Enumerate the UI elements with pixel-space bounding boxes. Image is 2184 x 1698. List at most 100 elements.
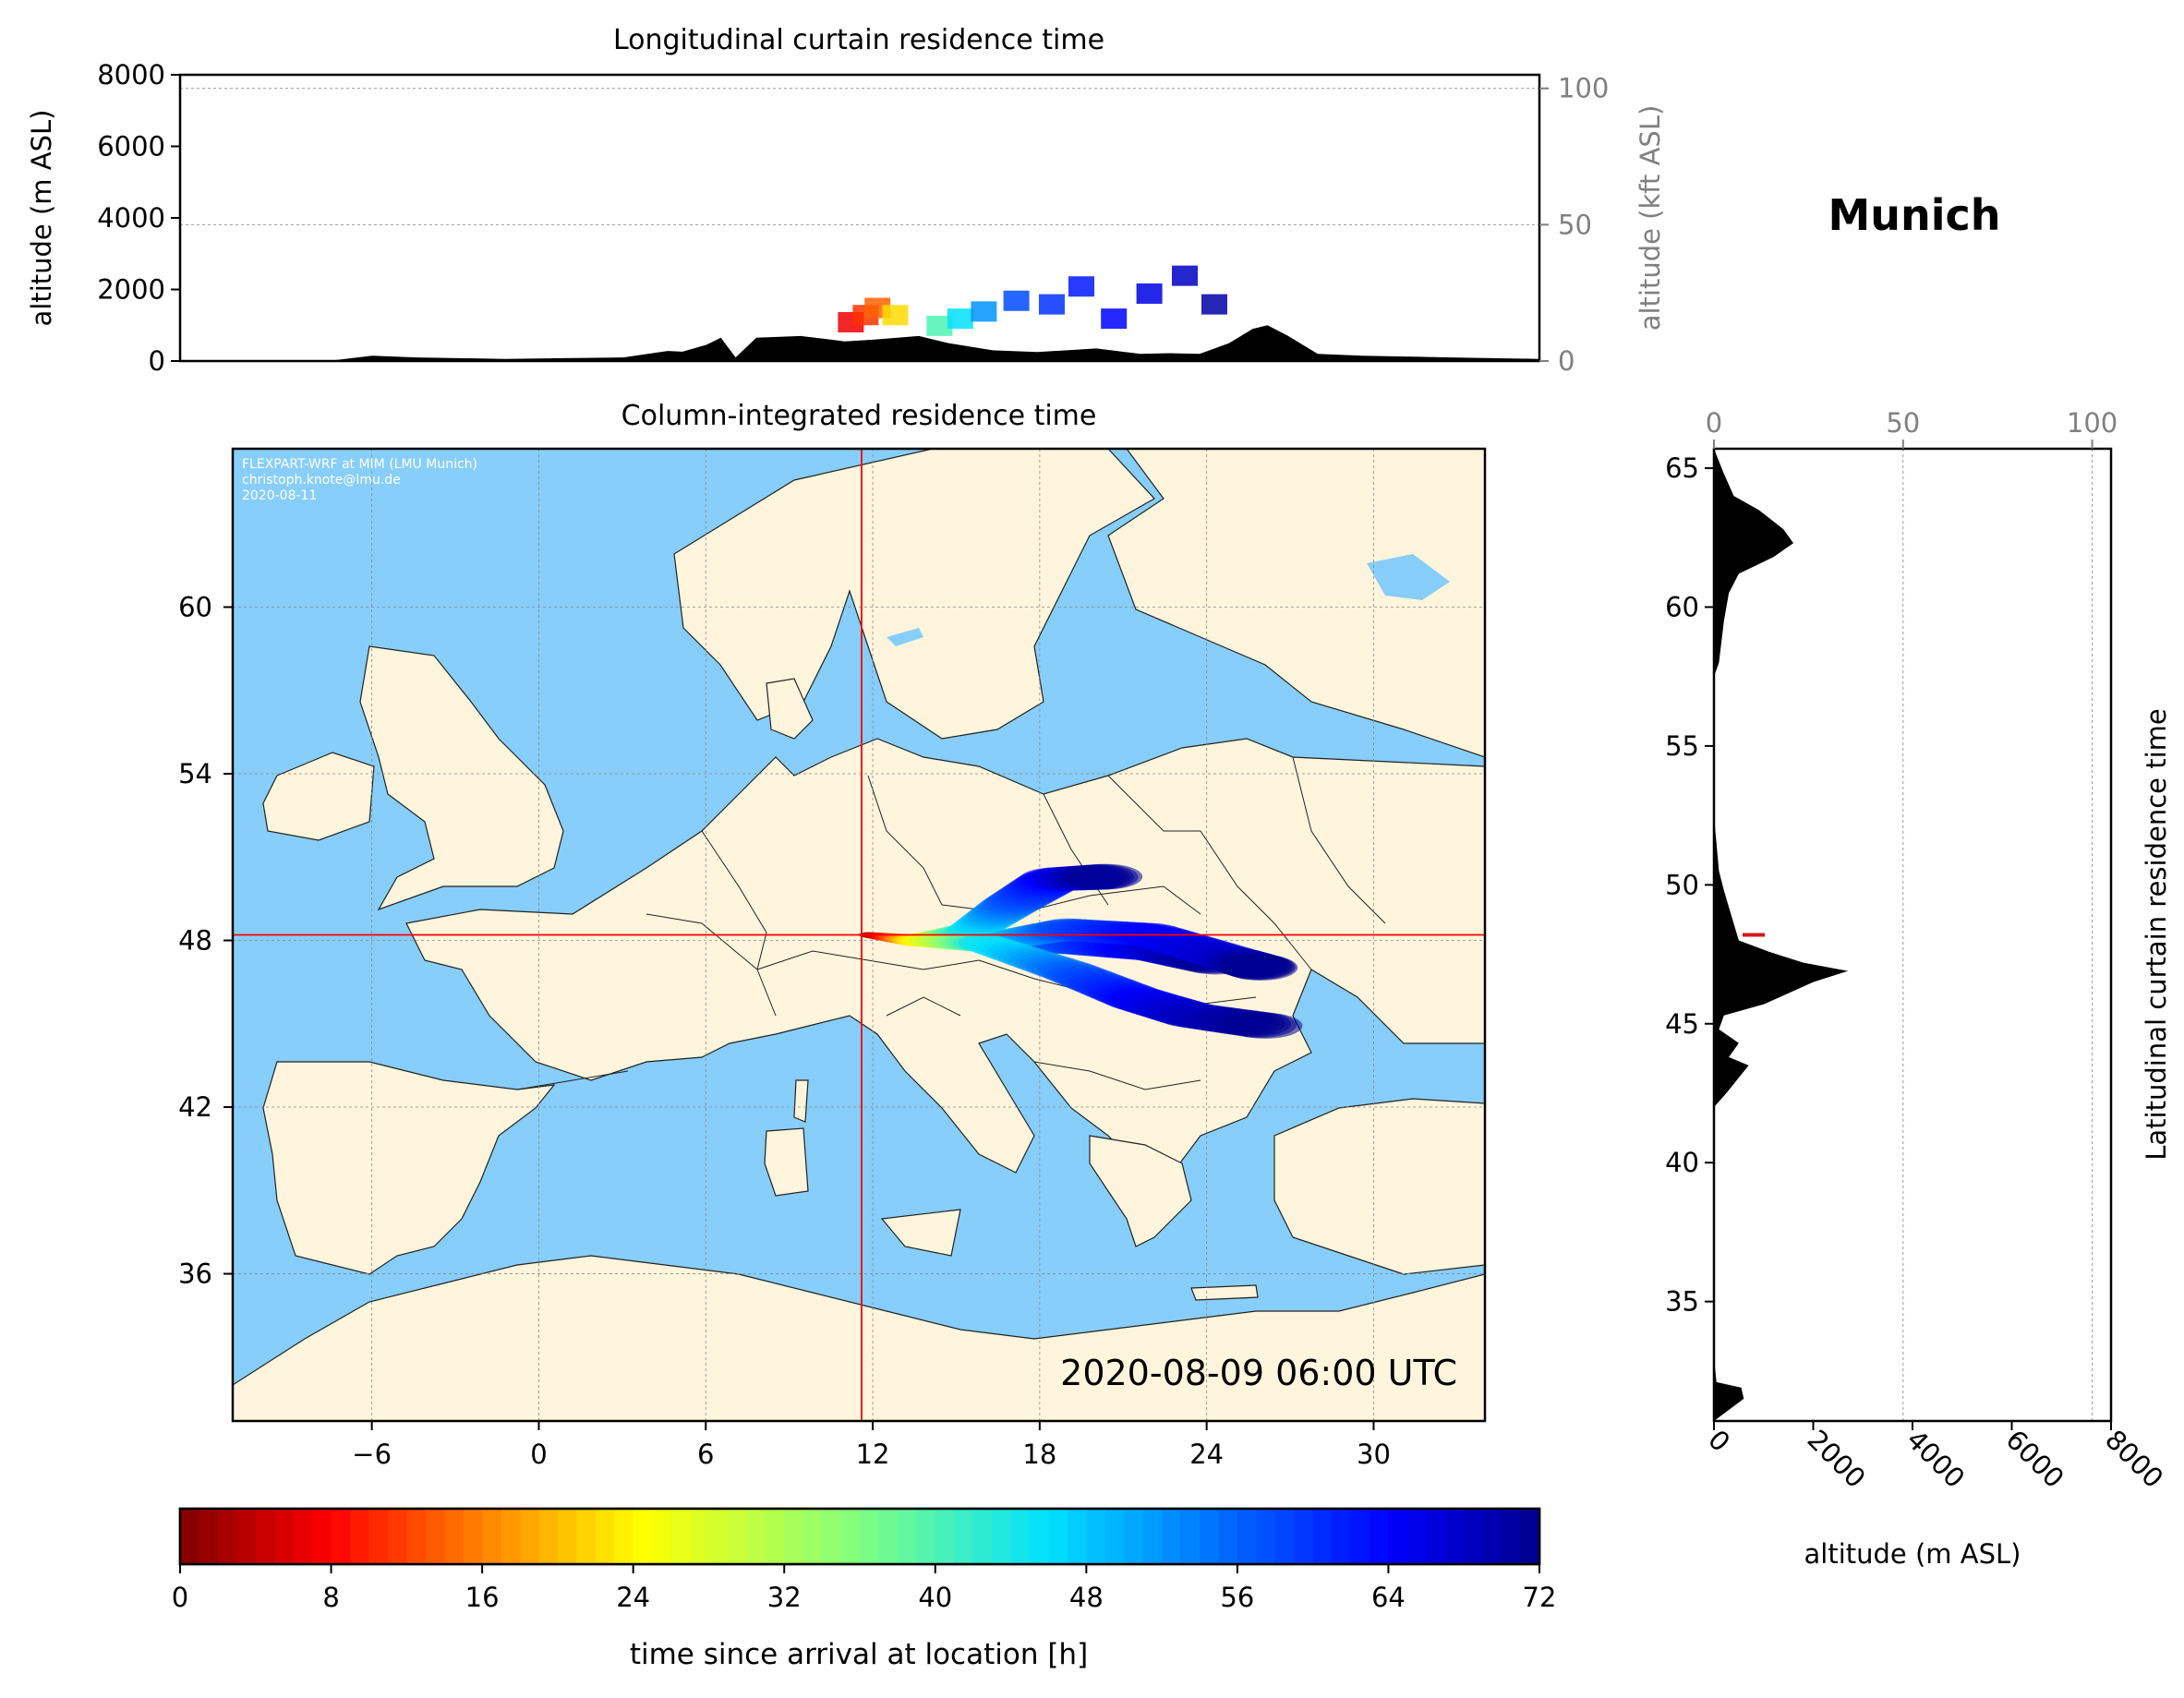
- colorbar-step: [538, 1509, 559, 1564]
- right-xtick-label: 2000: [1802, 1424, 1872, 1494]
- lake-ladoga: [1367, 554, 1450, 600]
- colorbar-tick-label: 8: [322, 1582, 339, 1613]
- colorbar-step: [595, 1509, 615, 1564]
- colorbar-step: [217, 1509, 237, 1564]
- latitudinal-axes-frame: [1712, 447, 2113, 1423]
- longitudinal-title: Longitudinal curtain residence time: [613, 24, 1104, 56]
- right-ytick-label: 55: [1665, 730, 1699, 762]
- colorbar: 0 8 16 24 32 40 48 56 64 72 time since arrival at…: [172, 1507, 1557, 1671]
- longitudinal-ylabel: altitude (m ASL): [26, 110, 57, 327]
- land-north-africa: [233, 1255, 1485, 1421]
- longitudinal-y2-ticks: 0 50 100: [1539, 73, 1609, 377]
- colorbar-steps: [178, 1507, 1541, 1566]
- colorbar-step: [274, 1509, 295, 1564]
- colorbar-tick-label: 72: [1523, 1582, 1557, 1613]
- latitudinal-y-ticks: 35 40 45 50 55 60 65: [1665, 452, 1714, 1318]
- right-xtick-label: 0: [1702, 1424, 1736, 1458]
- latitudinal-title: Latitudinal curtain residence time: [2141, 708, 2172, 1161]
- colorbar-step: [935, 1509, 955, 1564]
- top-plume-cell: [947, 308, 973, 330]
- longitudinal-curtain-panel: Longitudinal curtain residence time 0 200…: [26, 24, 1666, 377]
- map-title: Column-integrated residence time: [621, 400, 1097, 432]
- colorbar-step: [1124, 1509, 1144, 1564]
- credit-line-2: christoph.knote@lmu.de: [242, 473, 401, 488]
- colorbar-step: [1294, 1509, 1314, 1564]
- map-ytick-label: 54: [178, 758, 212, 789]
- colorbar-step: [1444, 1509, 1465, 1564]
- colorbar-step: [708, 1509, 729, 1564]
- top-plume-cell: [971, 301, 997, 322]
- right-x2tick-label: 100: [2067, 407, 2118, 439]
- colorbar-step: [916, 1509, 936, 1564]
- colorbar-step: [576, 1509, 597, 1564]
- map-xtick-label: 6: [697, 1439, 714, 1470]
- land-great-britain: [359, 645, 564, 911]
- colorbar-step: [255, 1509, 275, 1564]
- map-xtick-label: 30: [1357, 1439, 1391, 1470]
- colorbar-step: [1256, 1509, 1276, 1564]
- map-ytick-label: 42: [178, 1091, 212, 1123]
- colorbar-step: [501, 1509, 521, 1564]
- colorbar-step: [727, 1509, 747, 1564]
- colorbar-step: [312, 1509, 332, 1564]
- land-iberia: [262, 1061, 556, 1275]
- right-x2tick-label: 0: [1706, 407, 1722, 439]
- column-integrated-panel: Column-integrated residence time: [178, 400, 1487, 1470]
- location-title: Munich: [1828, 190, 2000, 240]
- colorbar-step: [1180, 1509, 1201, 1564]
- right-ytick-label: 40: [1665, 1147, 1699, 1178]
- colorbar-step: [1482, 1509, 1502, 1564]
- map-land: [233, 449, 1485, 1421]
- colorbar-step: [1350, 1509, 1370, 1564]
- colorbar-step: [1520, 1509, 1540, 1564]
- colorbar-step: [822, 1509, 842, 1564]
- latitudinal-gridlines: [1713, 449, 2094, 1421]
- colorbar-step: [331, 1509, 351, 1564]
- colorbar-step: [425, 1509, 445, 1564]
- map-axes-frame: [231, 447, 1487, 1423]
- right-ytick-label: 35: [1665, 1286, 1699, 1318]
- right-x2tick-label: 50: [1886, 407, 1920, 439]
- colorbar-step: [1332, 1509, 1352, 1564]
- colorbar-step: [1162, 1509, 1182, 1564]
- top-plume-cell: [926, 315, 953, 336]
- map-timestamp: 2020-08-09 06:00 UTC: [1060, 1353, 1457, 1393]
- map-xtick-label: −6: [352, 1439, 392, 1470]
- latitudinal-plume: [1743, 933, 1765, 937]
- top-ytick-label: 6000: [97, 131, 165, 163]
- top-ytick-label: 2000: [97, 274, 165, 306]
- land-crete: [1190, 1284, 1259, 1301]
- land-sicily: [880, 1209, 961, 1257]
- map-y-ticks: 36 42 48 54 60: [178, 591, 233, 1290]
- top-ytick-label: 4000: [97, 202, 165, 234]
- colorbar-tick-label: 40: [918, 1582, 952, 1613]
- colorbar-step: [180, 1509, 200, 1564]
- map-crosshair: [233, 449, 1485, 1421]
- colorbar-step: [1388, 1509, 1408, 1564]
- colorbar-step: [633, 1509, 653, 1564]
- top-plume-cell: [1039, 294, 1065, 315]
- colorbar-frame: [178, 1507, 1541, 1566]
- land-denmark: [766, 678, 814, 740]
- colorbar-step: [1086, 1509, 1106, 1564]
- map-credit: FLEXPART-WRF at MIM (LMU Munich) christo…: [242, 457, 477, 503]
- right-plume-cell: [1743, 933, 1765, 937]
- colorbar-step: [860, 1509, 880, 1564]
- colorbar-step: [387, 1509, 407, 1564]
- top-y2tick-label: 50: [1558, 209, 1592, 240]
- land-finland-russia: [1107, 449, 1485, 758]
- longitudinal-y2label: altitude (kft ASL): [1635, 105, 1666, 331]
- colorbar-step: [652, 1509, 672, 1564]
- map-plume: [859, 863, 1303, 1039]
- map-ytick-label: 60: [178, 591, 212, 622]
- colorbar-step: [406, 1509, 427, 1564]
- colorbar-step: [690, 1509, 710, 1564]
- colorbar-step: [784, 1509, 804, 1564]
- colorbar-step: [765, 1509, 785, 1564]
- map-xtick-label: 0: [530, 1439, 547, 1470]
- colorbar-tick-label: 64: [1371, 1582, 1406, 1613]
- colorbar-step: [1142, 1509, 1163, 1564]
- map-xtick-label: 24: [1189, 1439, 1224, 1470]
